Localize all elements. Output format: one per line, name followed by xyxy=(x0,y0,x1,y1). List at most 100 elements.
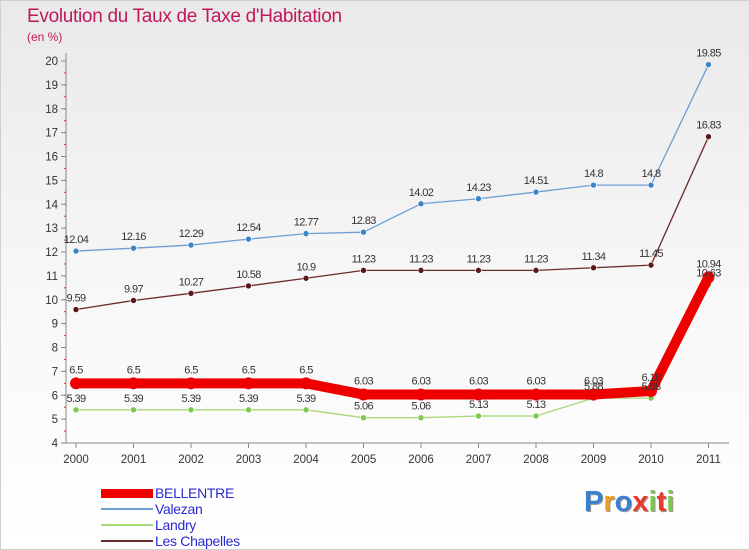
series-line-bellentre xyxy=(76,275,713,400)
y-tick-label: 15 xyxy=(45,175,58,187)
data-label-landry: 5.06 xyxy=(411,401,430,413)
data-label-bellentre: 6.5 xyxy=(184,364,198,376)
data-point-landry xyxy=(360,414,367,421)
data-label-valezan: 19.85 xyxy=(696,48,721,60)
data-label-les-chapelles: 11.23 xyxy=(467,253,491,265)
data-point-les-chapelles xyxy=(187,290,195,297)
y-tick-label: 14 xyxy=(45,199,58,211)
data-point-landry xyxy=(130,406,137,414)
data-label-valezan: 12.83 xyxy=(351,215,376,227)
y-tick-label: 8 xyxy=(52,343,58,355)
data-label-bellentre: 6.03 xyxy=(526,376,545,388)
y-tick-label: 16 xyxy=(45,152,58,164)
legend-swatch xyxy=(101,524,153,526)
data-label-landry: 5.39 xyxy=(181,393,200,405)
x-tick-label: 2002 xyxy=(178,454,204,466)
x-tick-label: 2007 xyxy=(466,454,492,466)
legend-swatch xyxy=(101,489,153,498)
data-point-valezan xyxy=(647,181,655,189)
legend-label: Les Chapelles xyxy=(155,533,240,549)
x-tick-label: 2010 xyxy=(638,454,664,466)
data-point-bellentre xyxy=(300,377,312,390)
data-point-les-chapelles xyxy=(532,267,540,274)
data-label-landry: 5.88 xyxy=(584,381,603,393)
data-label-landry: 5.39 xyxy=(66,393,85,405)
data-label-valezan: 14.02 xyxy=(409,187,434,199)
data-point-valezan xyxy=(475,195,482,203)
data-point-les-chapelles xyxy=(647,261,655,269)
data-point-bellentre xyxy=(242,377,255,390)
data-point-valezan xyxy=(302,230,310,237)
data-label-les-chapelles: 11.34 xyxy=(582,251,606,263)
data-label-landry: 5.13 xyxy=(526,399,545,411)
data-point-landry xyxy=(475,412,482,420)
data-label-valezan: 12.54 xyxy=(236,222,261,234)
data-label-bellentre: 6.03 xyxy=(584,376,603,388)
x-tick-label: 2001 xyxy=(121,454,147,466)
y-tick-label: 20 xyxy=(45,56,58,68)
data-label-valezan: 14.8 xyxy=(641,168,660,180)
data-label-les-chapelles: 9.97 xyxy=(124,283,143,295)
data-label-les-chapelles: 16.83 xyxy=(696,120,721,132)
x-tick-label: 2005 xyxy=(351,454,377,466)
y-tick-label: 18 xyxy=(45,104,58,116)
brand-logo: Proxiti xyxy=(584,486,674,519)
data-point-bellentre xyxy=(472,388,485,401)
data-point-les-chapelles xyxy=(705,133,712,140)
data-point-bellentre xyxy=(415,388,427,401)
data-point-landry xyxy=(417,414,425,421)
data-point-bellentre xyxy=(702,271,715,284)
data-label-bellentre: 6.03 xyxy=(411,376,430,388)
brand-letter: P xyxy=(584,486,604,518)
legend-swatch xyxy=(101,508,153,510)
data-point-landry xyxy=(187,406,195,414)
data-point-bellentre xyxy=(530,388,542,401)
data-label-landry: 5.39 xyxy=(296,393,315,405)
data-point-les-chapelles xyxy=(130,297,137,304)
legend-label: Landry xyxy=(155,517,197,533)
data-label-valezan: 12.29 xyxy=(179,228,204,240)
y-tick-label: 9 xyxy=(52,319,58,331)
data-point-bellentre xyxy=(587,388,600,401)
data-label-bellentre: 6.03 xyxy=(469,376,488,388)
brand-letter: o xyxy=(614,486,633,518)
data-label-les-chapelles: 9.59 xyxy=(66,293,85,305)
legend-label: Valezan xyxy=(155,501,203,517)
data-point-valezan xyxy=(532,188,540,196)
y-tick-label: 4 xyxy=(52,438,59,450)
y-tick-label: 7 xyxy=(52,366,58,378)
data-label-landry: 5.06 xyxy=(354,401,373,413)
data-point-les-chapelles xyxy=(72,306,80,313)
data-label-bellentre: 10.94 xyxy=(696,258,721,270)
data-label-landry: 5.13 xyxy=(469,399,488,411)
data-point-valezan xyxy=(245,235,252,243)
brand-letter: r xyxy=(603,486,615,518)
data-point-les-chapelles xyxy=(360,267,367,274)
x-tick-label: 2006 xyxy=(408,454,434,466)
data-point-valezan xyxy=(705,61,712,68)
data-label-valezan: 14.51 xyxy=(524,175,549,187)
y-tick-label: 6 xyxy=(52,390,58,402)
series-line-valezan xyxy=(75,64,710,252)
data-point-landry xyxy=(302,406,310,414)
y-tick-label: 17 xyxy=(45,128,58,140)
legend-swatch xyxy=(101,540,153,542)
data-point-valezan xyxy=(72,247,80,255)
data-label-bellentre: 6.5 xyxy=(127,364,141,376)
data-point-bellentre xyxy=(70,377,82,390)
data-label-bellentre: 6.18 xyxy=(641,372,660,384)
data-label-valezan: 12.77 xyxy=(294,217,319,229)
data-point-landry xyxy=(532,412,540,420)
data-point-valezan xyxy=(187,241,195,249)
x-tick-label: 2000 xyxy=(63,454,89,466)
data-point-bellentre xyxy=(185,377,197,390)
y-tick-label: 19 xyxy=(45,80,58,92)
chart-subtitle: (en %) xyxy=(27,30,63,44)
data-point-landry xyxy=(72,406,80,414)
data-label-bellentre: 6.03 xyxy=(354,376,373,388)
x-tick-label: 2008 xyxy=(523,454,549,466)
data-label-les-chapelles: 11.23 xyxy=(352,253,376,265)
data-label-valezan: 12.16 xyxy=(121,231,146,243)
